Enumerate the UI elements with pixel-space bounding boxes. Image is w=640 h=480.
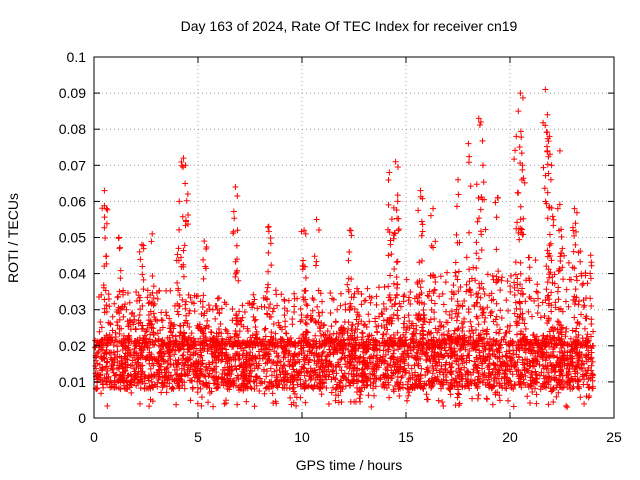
data-point [180,352,187,359]
data-point [178,365,185,372]
data-point [370,380,377,387]
data-point [424,346,431,353]
data-point [193,345,200,352]
x-tick-label: 25 [606,429,622,445]
data-point [583,358,590,365]
data-point [423,349,430,356]
data-point [585,354,592,361]
data-point [341,370,348,377]
data-point [496,366,503,373]
data-point [372,383,379,390]
data-point [209,374,216,381]
data-point [166,353,173,360]
data-points [92,86,597,411]
data-point [145,377,152,384]
data-point [297,376,304,383]
data-point [166,380,173,387]
data-point [263,345,270,352]
data-point [536,361,543,368]
y-tick-label: 0.02 [59,338,86,354]
y-tick-label: 0.03 [59,302,86,318]
data-point [109,366,116,373]
data-point [394,373,401,380]
data-point [146,374,153,381]
data-point [479,365,486,372]
y-axis-label: ROTI / TECUs [5,193,21,283]
data-point [267,365,274,372]
data-point [390,350,397,357]
data-point [233,366,240,373]
data-point [484,364,491,371]
data-point [395,385,402,392]
data-point [510,347,517,354]
data-point [567,335,574,342]
y-tick-label: 0.1 [67,49,87,65]
data-point [330,384,337,391]
data-point [512,382,519,389]
data-point [339,349,346,356]
y-tick-label: 0.05 [59,230,86,246]
y-tick-label: 0.01 [59,374,86,390]
data-point [404,385,411,392]
data-point [158,380,165,387]
data-point [438,385,445,392]
data-point [408,365,415,372]
data-point [309,384,316,391]
data-point [463,359,470,366]
data-point [271,368,278,375]
data-point [114,348,121,355]
data-point [329,368,336,375]
y-tick-label: 0 [78,410,86,426]
data-point [538,369,545,376]
x-tick-label: 5 [194,429,202,445]
y-tick-label: 0.04 [59,266,86,282]
data-point [95,348,102,355]
data-point [148,378,155,385]
data-point [291,351,298,358]
data-point [282,354,289,361]
data-point [374,352,381,359]
x-tick-label: 15 [398,429,414,445]
x-tick-label: 10 [294,429,310,445]
data-point [396,381,403,388]
x-tick-label: 20 [502,429,518,445]
data-point [476,349,483,356]
x-tick-label: 0 [90,429,98,445]
data-point [366,354,373,361]
data-point [542,357,549,364]
data-point [436,359,443,366]
data-point [247,349,254,356]
data-point [430,365,437,372]
data-point [550,346,557,353]
data-point [503,348,510,355]
data-point [391,347,398,354]
data-point [429,370,436,377]
y-tick-label: 0.07 [59,157,86,173]
data-point [274,353,281,360]
data-point [147,365,154,372]
data-point [589,377,596,384]
x-axis-label: GPS time / hours [296,457,403,473]
data-point [301,372,308,379]
data-point [251,385,258,392]
data-point [436,369,443,376]
chart-title: Day 163 of 2024, Rate Of TEC Index for r… [181,18,518,34]
data-point [405,362,412,369]
data-point [323,385,330,392]
y-tick-label: 0.09 [59,85,86,101]
data-point [442,347,449,354]
data-point [401,348,408,355]
data-point [151,372,158,379]
data-point [398,374,405,381]
data-point [532,385,539,392]
data-point [522,372,529,379]
data-point [254,365,261,372]
data-point [337,377,344,384]
y-tick-label: 0.08 [59,121,86,137]
y-tick-label: 0.06 [59,193,86,209]
